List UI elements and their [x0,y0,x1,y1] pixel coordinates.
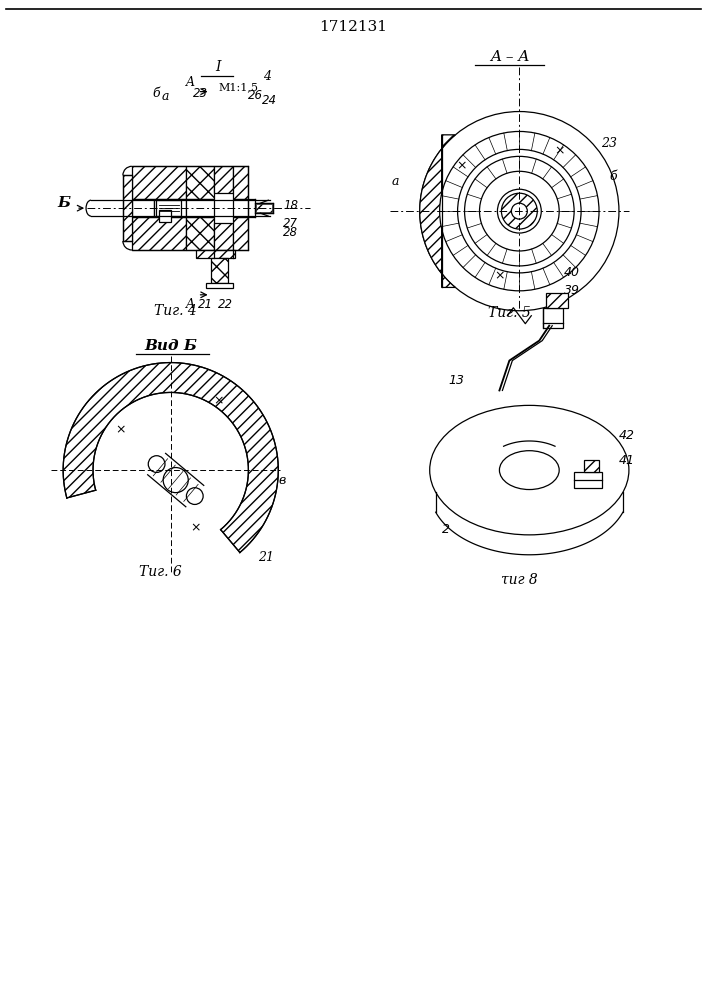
Text: 13: 13 [448,374,464,387]
Text: 40: 40 [564,266,580,279]
Bar [255,203,274,213]
Bar [123,175,132,241]
Text: 21: 21 [258,551,274,564]
Bar [543,308,563,328]
Bar [211,258,228,283]
Ellipse shape [430,405,629,535]
Bar [206,283,233,288]
Circle shape [479,171,559,251]
Text: 42: 42 [619,429,635,442]
Text: 4: 4 [263,70,271,83]
Text: ×: × [456,160,467,173]
Text: 1712131: 1712131 [319,20,387,34]
Bar [584,460,599,472]
Text: б: б [609,170,617,183]
Text: Τиг. 4: Τиг. 4 [154,304,197,318]
Text: б: б [152,87,160,100]
Bar [547,293,568,308]
Text: 28: 28 [284,226,298,239]
Text: Τиг. 5: Τиг. 5 [488,306,531,320]
Bar [186,166,214,199]
Text: 21: 21 [198,298,213,311]
Text: M1:1,5: M1:1,5 [218,83,259,93]
Text: 23: 23 [193,87,208,100]
Circle shape [440,131,599,291]
Text: Вид Б: Вид Б [144,339,197,353]
Circle shape [511,203,527,219]
Bar [196,250,235,258]
Text: ×: × [116,424,126,437]
Text: 39: 39 [564,284,580,297]
Ellipse shape [499,451,559,490]
Bar [233,217,248,250]
Text: 22: 22 [218,298,233,311]
Bar [186,199,214,217]
Text: в: в [279,474,286,487]
Bar [154,199,186,217]
Bar [159,210,170,222]
Text: ×: × [554,145,564,158]
Text: 23: 23 [601,137,617,150]
Text: 24: 24 [262,94,277,107]
Circle shape [498,189,542,233]
Bar [214,166,233,193]
Bar [257,204,272,212]
Text: a: a [162,90,170,103]
Text: I: I [215,60,221,74]
Bar [132,166,186,199]
Text: τиг 8: τиг 8 [501,573,538,587]
Text: ×: × [494,269,505,282]
Circle shape [457,149,581,273]
Text: 2: 2 [442,523,450,536]
Bar [214,223,233,250]
Circle shape [163,468,188,493]
Text: 27: 27 [284,217,298,230]
Text: ×: × [190,521,201,534]
Circle shape [187,488,203,504]
Bar [132,217,186,250]
Bar [156,200,181,216]
Text: A – A: A – A [490,50,529,64]
Circle shape [501,193,537,229]
Circle shape [148,456,165,472]
Text: 26: 26 [248,89,264,102]
Text: 41: 41 [619,454,635,467]
Text: A: A [186,76,195,89]
Polygon shape [63,363,279,553]
Text: a: a [391,175,399,188]
Text: Б: Б [58,196,71,210]
Bar [574,472,602,488]
Text: ×: × [214,394,224,407]
Circle shape [420,112,619,311]
Text: Τиг. 6: Τиг. 6 [139,565,182,579]
Text: 18: 18 [284,199,298,212]
Circle shape [464,156,574,266]
Bar [233,166,248,199]
Text: A: A [186,298,195,311]
Bar [186,217,214,250]
Bar [233,199,248,217]
Bar [132,199,154,217]
Polygon shape [420,135,455,287]
